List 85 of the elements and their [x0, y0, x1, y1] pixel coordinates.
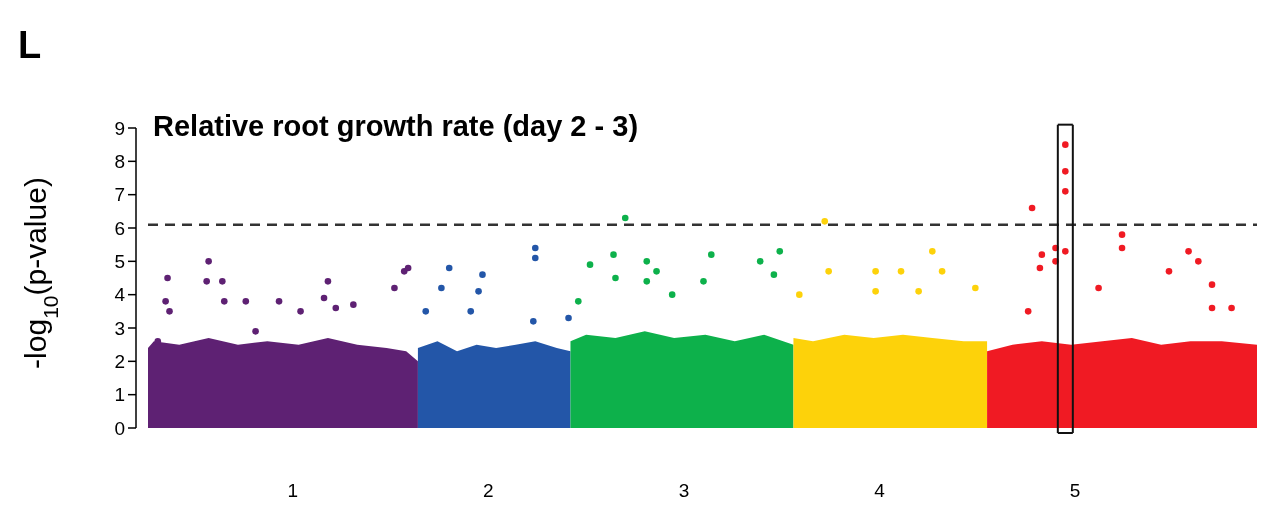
point: [897, 268, 905, 275]
point: [1208, 304, 1216, 312]
point: [166, 308, 173, 315]
point: [252, 328, 259, 335]
point: [297, 308, 304, 315]
point: [275, 298, 283, 305]
point: [872, 288, 879, 295]
point: [1062, 168, 1069, 175]
point: [320, 294, 328, 302]
point: [565, 314, 572, 322]
point: [162, 298, 169, 305]
point: [1228, 304, 1235, 312]
y-tick-label: 2: [114, 350, 125, 372]
point: [220, 298, 228, 305]
point: [1062, 141, 1069, 148]
y-tick-label: 7: [114, 184, 125, 206]
x-tick-label: 5: [1069, 480, 1081, 501]
chart-title: Relative root growth rate (day 2 - 3): [153, 110, 639, 142]
x-tick-label: 4: [874, 480, 886, 501]
y-tick-label: 8: [114, 150, 125, 172]
point: [700, 278, 707, 285]
point: [872, 268, 879, 275]
point: [621, 214, 629, 222]
point: [929, 248, 936, 255]
point: [915, 288, 922, 295]
point: [972, 284, 979, 292]
y-tick-label: 0: [114, 417, 125, 439]
point: [643, 278, 651, 285]
point: [708, 251, 715, 258]
y-tick-label: 5: [114, 250, 125, 272]
point: [391, 284, 398, 292]
point: [668, 291, 676, 298]
point: [1118, 244, 1126, 252]
point: [1024, 308, 1032, 315]
point: [531, 254, 539, 262]
point: [1028, 204, 1036, 212]
x-tick-label: 3: [678, 480, 690, 501]
point: [467, 308, 475, 315]
point: [1165, 268, 1173, 275]
y-tick-label: 9: [114, 117, 125, 139]
point: [1195, 258, 1202, 265]
point: [938, 268, 946, 275]
point: [1062, 188, 1069, 195]
text: L: [18, 24, 42, 66]
point: [1118, 231, 1126, 238]
point: [324, 278, 332, 285]
point: [770, 271, 778, 278]
x-tick-label: 2: [483, 480, 494, 501]
point: [475, 288, 482, 295]
point: [586, 261, 594, 268]
point: [219, 278, 226, 285]
point: [445, 264, 453, 272]
point: [404, 264, 412, 272]
point: [422, 308, 430, 315]
point: [1208, 281, 1216, 288]
point: [1038, 251, 1046, 258]
point: [1062, 248, 1069, 255]
point: [531, 244, 539, 252]
point: [612, 274, 619, 282]
point: [756, 258, 764, 265]
point: [332, 304, 340, 312]
point: [610, 251, 617, 258]
point: [653, 268, 660, 275]
point: [479, 271, 486, 278]
point: [796, 291, 803, 298]
point: [1185, 248, 1192, 255]
point: [1095, 284, 1102, 292]
point: [643, 258, 651, 265]
point: [350, 301, 357, 308]
point: [438, 284, 445, 292]
y-tick-label: 3: [114, 317, 125, 339]
point: [205, 258, 212, 265]
point: [825, 268, 832, 275]
point: [776, 248, 784, 255]
point: [821, 218, 829, 225]
x-tick-label: 1: [287, 480, 299, 501]
point: [242, 298, 250, 305]
y-tick-label: 4: [114, 284, 126, 306]
point: [1036, 264, 1044, 272]
y-tick-label: 6: [114, 217, 125, 239]
y-tick-label: 1: [114, 384, 125, 406]
point: [530, 318, 537, 325]
point: [164, 274, 171, 282]
point: [575, 298, 582, 305]
point: [203, 278, 210, 285]
